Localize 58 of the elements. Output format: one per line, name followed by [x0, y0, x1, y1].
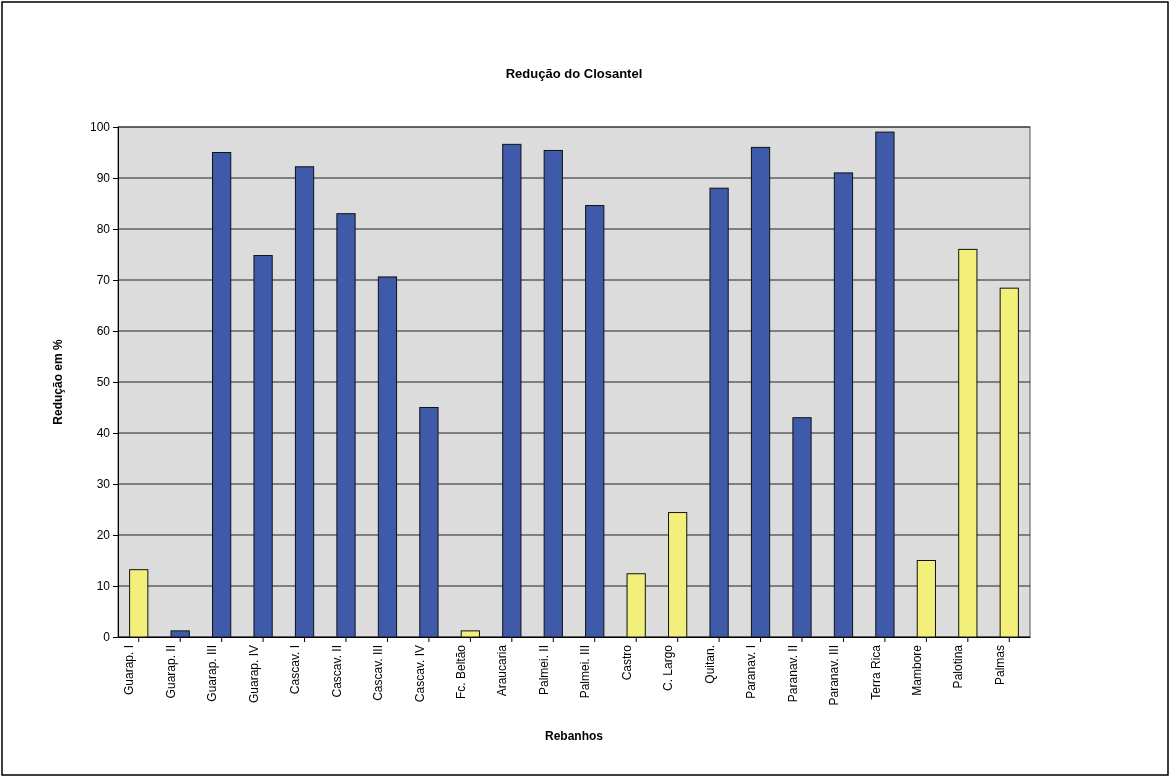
x-tick-label: Araucaria	[495, 644, 510, 697]
bar	[129, 569, 149, 638]
y-tick-label: 40	[96, 426, 111, 441]
bar	[668, 512, 688, 638]
bar	[212, 152, 232, 638]
bar	[377, 276, 398, 638]
x-tick-label: Paranav. III	[827, 645, 842, 706]
x-tick-label: Paranav. I	[744, 645, 759, 699]
x-tick-label: Palotina	[951, 644, 966, 689]
bar	[626, 573, 646, 638]
bar	[585, 205, 605, 638]
bar	[916, 560, 936, 638]
bar	[294, 166, 315, 638]
y-tick-label: 0	[103, 630, 111, 645]
x-tick-label: C. Largo	[661, 644, 676, 692]
bar	[543, 149, 563, 638]
x-tick-label: Cascav. I	[288, 645, 303, 695]
bar	[336, 213, 356, 638]
x-tick-label: Fc. Beltão	[453, 644, 468, 700]
x-tick-label: Palmei. II	[536, 645, 551, 696]
x-tick-label: Guarap. II	[163, 645, 178, 699]
x-tick-label: Guarap. IV	[246, 645, 261, 704]
x-tick-label: Palmas	[992, 645, 1007, 686]
chart-title: Redução do Closantel	[505, 66, 643, 81]
y-tick-label: 80	[96, 222, 111, 237]
bar	[750, 146, 771, 638]
x-tick-label: Cascav. II	[329, 645, 344, 698]
x-tick-label: Guarap. I	[122, 645, 137, 696]
bar	[170, 630, 190, 638]
bar	[833, 172, 854, 638]
y-tick-label: 50	[96, 375, 111, 390]
x-tick-label: Guarap. III	[205, 645, 220, 702]
y-axis-title: Redução em %	[51, 338, 65, 425]
bar	[419, 407, 439, 638]
bar	[502, 143, 522, 638]
y-tick-label: 20	[96, 528, 111, 543]
y-tick-label: 100	[89, 120, 111, 135]
y-tick-label: 30	[96, 477, 111, 492]
y-tick-label: 10	[96, 579, 111, 594]
bar	[999, 287, 1019, 638]
bar	[958, 248, 978, 638]
x-tick-label: Mambore	[909, 644, 924, 696]
x-tick-label: Castro	[619, 644, 634, 681]
y-tick-label: 70	[96, 273, 111, 288]
x-tick-label: Palmei. III	[578, 645, 593, 699]
x-tick-label: Quitan.	[702, 645, 717, 684]
bar	[460, 630, 480, 638]
x-tick-label: Cascav. III	[371, 645, 386, 701]
y-tick-label: 90	[96, 171, 111, 186]
x-tick-label: Cascav. IV	[412, 645, 427, 703]
x-tick-label: Paranav. II	[785, 645, 800, 703]
x-tick-label: Terra Rica	[868, 644, 883, 700]
bar	[253, 255, 273, 638]
bar	[709, 187, 729, 638]
bar	[792, 417, 812, 638]
bar	[875, 131, 895, 638]
y-tick-label: 60	[96, 324, 111, 339]
x-axis-title: Rebanhos	[544, 729, 604, 743]
